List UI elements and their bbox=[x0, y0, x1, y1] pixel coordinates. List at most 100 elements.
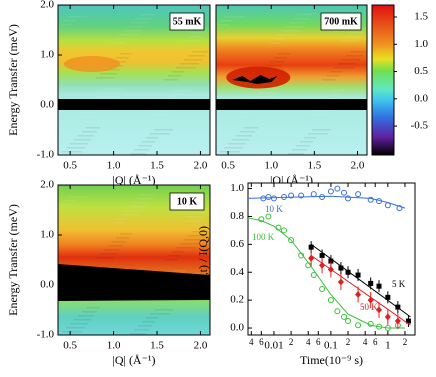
label-box bbox=[320, 12, 362, 31]
texture bbox=[165, 98, 180, 100]
texture bbox=[293, 18, 309, 20]
data-point bbox=[327, 188, 334, 195]
texture bbox=[63, 200, 75, 202]
y-tick-label: 0.0 bbox=[414, 92, 428, 104]
texture bbox=[96, 257, 114, 259]
texture bbox=[270, 61, 284, 63]
x-tick-label: 0.5 bbox=[221, 160, 235, 172]
y-tick-label: 0.2 bbox=[230, 294, 244, 306]
texture bbox=[104, 249, 120, 251]
texture bbox=[139, 14, 154, 16]
data-point bbox=[367, 196, 374, 203]
data-point bbox=[298, 252, 305, 259]
texture bbox=[288, 153, 304, 155]
x-tick-label: 0.5 bbox=[63, 340, 77, 352]
texture bbox=[278, 53, 290, 55]
data-point bbox=[355, 272, 361, 278]
data-point bbox=[385, 294, 391, 300]
texture bbox=[164, 79, 178, 81]
texture bbox=[97, 96, 116, 98]
texture bbox=[149, 114, 168, 116]
texture bbox=[334, 67, 354, 69]
data-point bbox=[265, 213, 272, 220]
frame bbox=[215, 4, 368, 156]
texture bbox=[86, 307, 100, 309]
texture bbox=[289, 22, 306, 24]
texture bbox=[296, 145, 310, 147]
texture bbox=[323, 98, 338, 100]
elastic-band bbox=[58, 99, 210, 110]
texture bbox=[188, 235, 205, 237]
texture bbox=[119, 34, 139, 36]
data-point bbox=[355, 291, 362, 299]
texture bbox=[120, 53, 132, 55]
texture bbox=[131, 22, 148, 24]
texture bbox=[266, 65, 281, 67]
x-tick-label: 1.0 bbox=[107, 160, 121, 172]
series-label: 10 K bbox=[265, 204, 283, 214]
texture bbox=[338, 63, 357, 65]
texture bbox=[150, 133, 170, 135]
data-point bbox=[384, 202, 391, 209]
texture bbox=[180, 243, 199, 245]
y-tick-label: 0.4 bbox=[230, 266, 244, 278]
data-point bbox=[345, 269, 351, 275]
texture bbox=[134, 149, 149, 151]
texture bbox=[150, 313, 170, 315]
texture bbox=[236, 135, 252, 137]
texture bbox=[127, 206, 145, 208]
texture bbox=[216, 5, 228, 7]
texture bbox=[331, 90, 344, 92]
x-tick-label: 2.0 bbox=[194, 160, 208, 172]
x-tick-label: 4 bbox=[363, 337, 368, 347]
x-tick-label: 1 bbox=[385, 340, 391, 352]
texture bbox=[74, 319, 91, 321]
texture bbox=[188, 55, 205, 57]
texture bbox=[311, 110, 329, 112]
texture bbox=[304, 137, 316, 139]
texture bbox=[115, 218, 127, 220]
texture bbox=[273, 38, 285, 40]
texture bbox=[191, 212, 206, 214]
texture bbox=[66, 147, 85, 149]
texture bbox=[78, 135, 94, 137]
data-point bbox=[280, 193, 287, 200]
data-point bbox=[270, 195, 277, 202]
texture bbox=[307, 114, 326, 116]
texture bbox=[138, 325, 152, 327]
data-point bbox=[338, 265, 344, 271]
data-point bbox=[258, 216, 265, 223]
data-point bbox=[308, 254, 315, 262]
data-point bbox=[384, 313, 391, 321]
intensity-core bbox=[232, 75, 278, 84]
texture bbox=[172, 251, 184, 253]
texture bbox=[225, 16, 245, 18]
texture bbox=[168, 255, 181, 257]
data-point bbox=[355, 322, 362, 329]
texture bbox=[134, 329, 149, 331]
texture bbox=[70, 323, 88, 325]
data-point bbox=[265, 193, 272, 200]
texture bbox=[78, 315, 94, 317]
texture bbox=[263, 88, 280, 90]
data-point bbox=[368, 280, 374, 286]
texture bbox=[58, 185, 70, 187]
data-point bbox=[319, 285, 326, 292]
texture bbox=[120, 233, 132, 235]
texture bbox=[127, 26, 145, 28]
texture bbox=[173, 270, 186, 272]
data-point bbox=[308, 244, 314, 250]
data-point bbox=[384, 325, 391, 332]
data-point bbox=[396, 205, 403, 212]
frame bbox=[57, 184, 211, 336]
frame bbox=[57, 4, 211, 156]
texture bbox=[255, 96, 274, 98]
texture bbox=[183, 40, 200, 42]
texture bbox=[63, 20, 75, 22]
texture bbox=[130, 333, 146, 335]
texture bbox=[169, 94, 183, 96]
texture bbox=[327, 94, 341, 96]
texture bbox=[82, 131, 97, 133]
texture bbox=[62, 331, 82, 333]
